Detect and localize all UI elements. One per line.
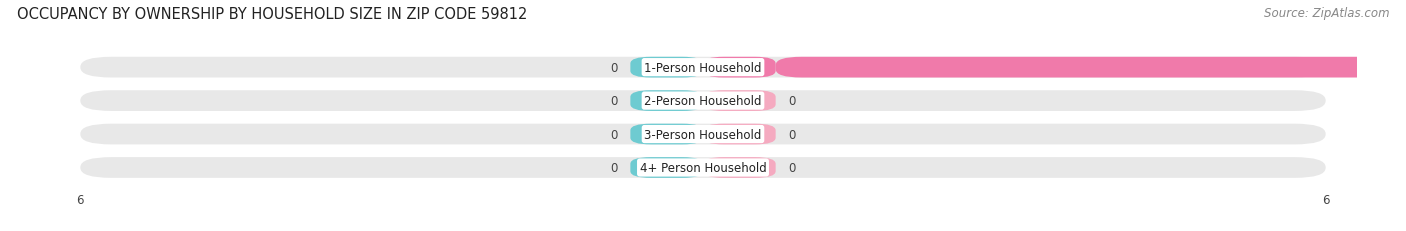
Text: 0: 0: [610, 95, 617, 108]
FancyBboxPatch shape: [80, 124, 1326, 145]
Text: 0: 0: [610, 61, 617, 74]
Text: 0: 0: [789, 128, 796, 141]
Text: 0: 0: [610, 128, 617, 141]
FancyBboxPatch shape: [703, 91, 776, 112]
Text: 3-Person Household: 3-Person Household: [644, 128, 762, 141]
FancyBboxPatch shape: [630, 158, 703, 178]
FancyBboxPatch shape: [776, 58, 1399, 78]
FancyBboxPatch shape: [703, 124, 776, 145]
Text: 0: 0: [789, 95, 796, 108]
Text: 2-Person Household: 2-Person Household: [644, 95, 762, 108]
FancyBboxPatch shape: [703, 58, 776, 78]
FancyBboxPatch shape: [630, 91, 703, 112]
FancyBboxPatch shape: [630, 58, 703, 78]
FancyBboxPatch shape: [80, 91, 1326, 112]
Text: 0: 0: [789, 161, 796, 174]
FancyBboxPatch shape: [703, 158, 776, 178]
FancyBboxPatch shape: [630, 124, 703, 145]
Text: 1-Person Household: 1-Person Household: [644, 61, 762, 74]
Text: 4+ Person Household: 4+ Person Household: [640, 161, 766, 174]
Text: 0: 0: [610, 161, 617, 174]
FancyBboxPatch shape: [80, 58, 1326, 78]
FancyBboxPatch shape: [80, 158, 1326, 178]
Text: Source: ZipAtlas.com: Source: ZipAtlas.com: [1264, 7, 1389, 20]
Text: OCCUPANCY BY OWNERSHIP BY HOUSEHOLD SIZE IN ZIP CODE 59812: OCCUPANCY BY OWNERSHIP BY HOUSEHOLD SIZE…: [17, 7, 527, 22]
